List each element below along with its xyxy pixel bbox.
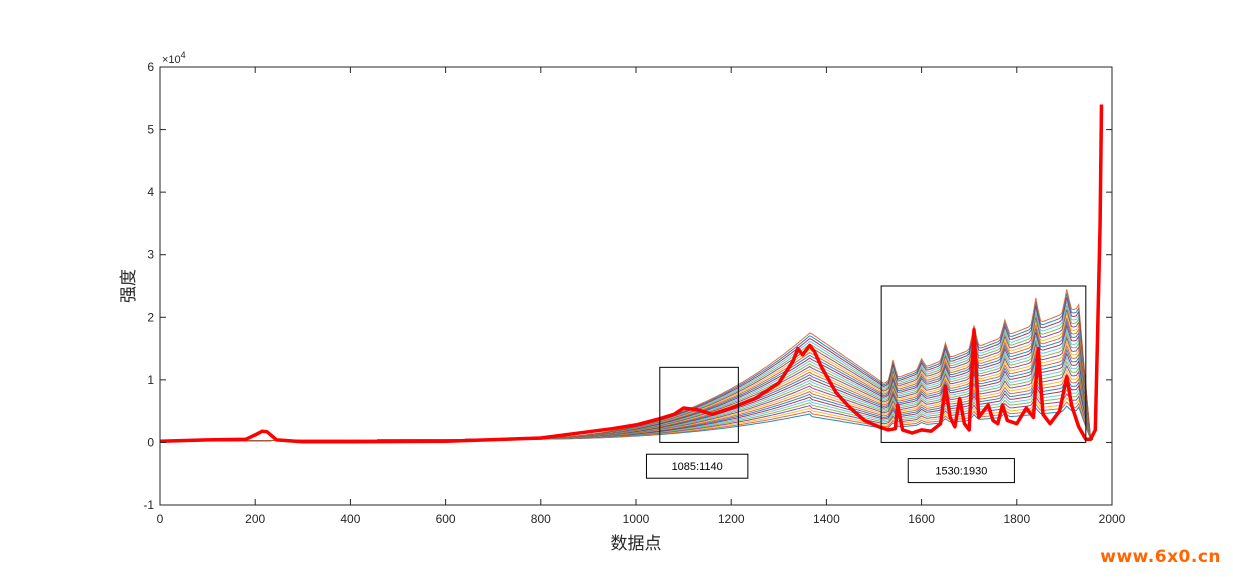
x-tick-label: 2000: [1099, 512, 1126, 526]
x-tick-label: 1000: [623, 512, 650, 526]
axes: 0 200 400 600 800 1000 1200 1400 1600 1800 2000-10…: [143, 60, 1125, 526]
y-tick-label: -1: [143, 498, 154, 512]
annotation-label-box-1: [645, 453, 749, 479]
annotation-label-box-2: [907, 458, 1015, 484]
x-tick-label: 1600: [908, 512, 935, 526]
x-tick-label: 1400: [813, 512, 840, 526]
x-axis-label: 数据点: [611, 534, 662, 554]
x-tick-label: 400: [340, 512, 360, 526]
y-tick-label: 4: [147, 185, 154, 199]
y-tick-label: 2: [147, 310, 154, 324]
x-tick-label: 200: [245, 512, 265, 526]
y-tick-label: 3: [147, 248, 154, 262]
annotation-label-1: 1085:1140: [672, 461, 723, 473]
y-tick-label: 1: [147, 373, 154, 387]
annotation-box-2: [880, 285, 1087, 443]
background-series-layer: [160, 289, 1093, 442]
annotation-label-2: 1530:1930: [935, 466, 987, 478]
annotation-box-1: [659, 366, 739, 443]
x-tick-label: 600: [436, 512, 456, 526]
y-tick-label: 6: [147, 60, 154, 74]
y-tick-label: 5: [147, 123, 154, 137]
y-exponent-base: ×10: [162, 54, 181, 66]
highlight-series-layer: [159, 104, 1104, 444]
x-tick-label: 800: [531, 512, 551, 526]
x-tick-label: 0: [157, 512, 164, 526]
x-tick-label: 1200: [718, 512, 745, 526]
annotation-layer: 1085:1140 1530:1930: [645, 285, 1087, 484]
y-exponent-power: 4: [181, 50, 186, 60]
y-axis-label: 强度: [119, 269, 139, 303]
x-tick-label: 1800: [1003, 512, 1030, 526]
y-tick-label: 0: [147, 435, 154, 449]
highlight-series-line: [159, 104, 1104, 444]
y-exponent-label: ×104: [162, 50, 186, 66]
watermark: www.6x0.cn: [1100, 547, 1221, 567]
